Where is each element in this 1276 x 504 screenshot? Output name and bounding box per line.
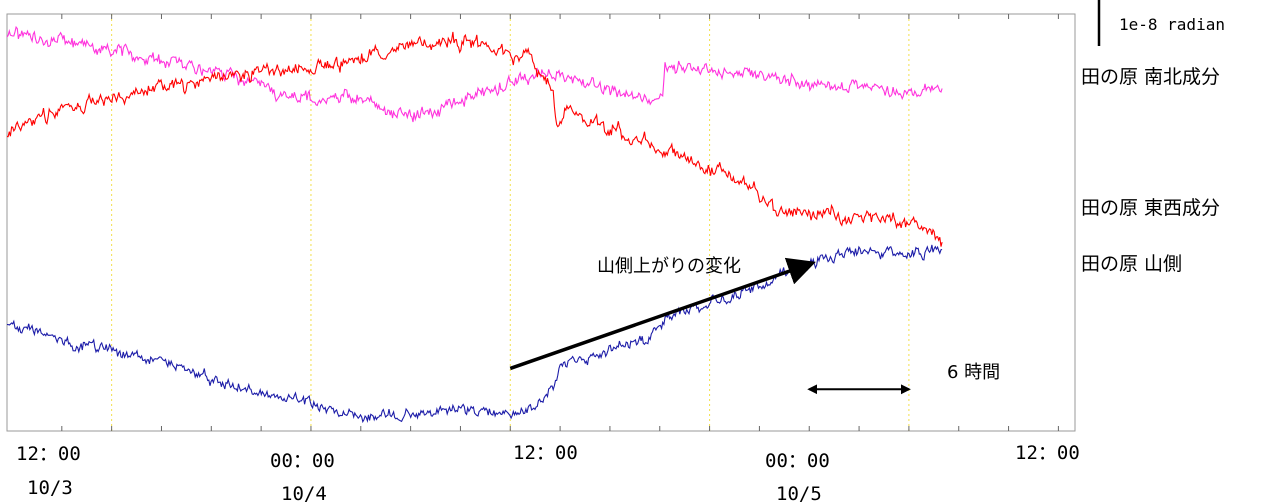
x-tick-time: 00：00 [270, 450, 335, 472]
x-tick-date: 10/3 [27, 477, 73, 499]
x-tick-time: 12：00 [16, 443, 81, 465]
series-line-north-south [6, 25, 943, 123]
series-label-mountain: 田の原 山側 [1081, 253, 1182, 275]
grid-layer [61, 14, 1059, 431]
x-tick-time: 00：00 [765, 450, 830, 472]
scale-label: 1e-8 radian [1119, 15, 1225, 34]
series-line-east-west [6, 31, 943, 247]
x-tick-time: 12：00 [1015, 442, 1080, 464]
x-tick-date: 10/5 [776, 483, 822, 504]
six-hour-label: 6 時間 [947, 362, 1000, 383]
x-tick-date: 10/4 [281, 483, 327, 504]
series-label-north-south: 田の原 南北成分 [1081, 66, 1220, 88]
trend-arrow [509, 257, 816, 371]
series-label-east-west: 田の原 東西成分 [1081, 197, 1220, 219]
plot-frame [6, 13, 1076, 432]
x-tick-time: 12：00 [513, 442, 578, 464]
trend-annotation: 山側上がりの変化 [597, 256, 741, 277]
x-axis-ticks: 12：00 10/3 00：00 10/4 12：00 00：00 10/5 1… [16, 442, 1080, 504]
